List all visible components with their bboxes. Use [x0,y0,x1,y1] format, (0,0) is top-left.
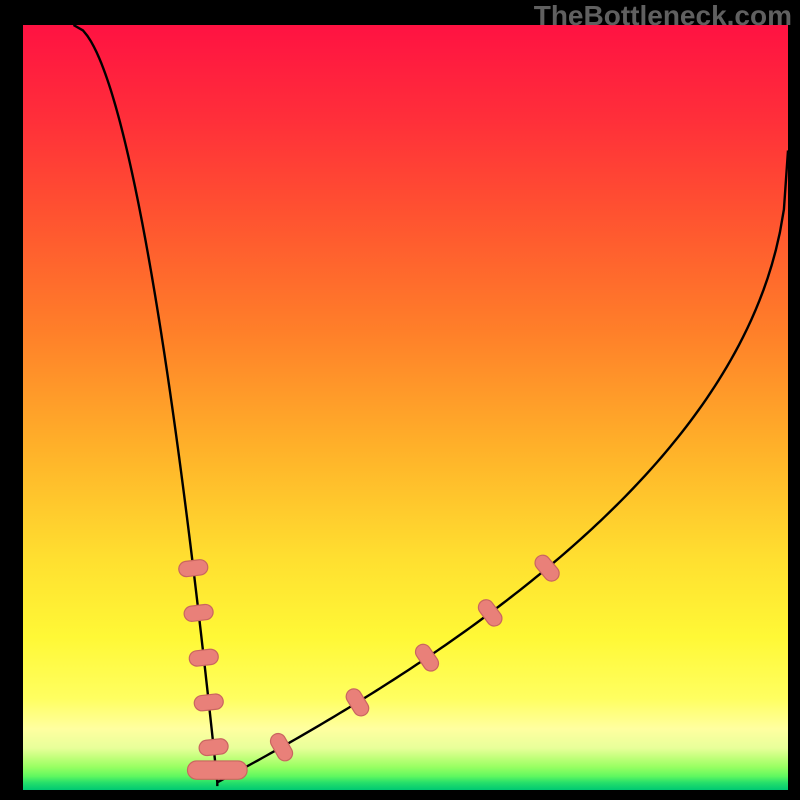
curve-marker [193,693,224,711]
bottom-marker [187,761,247,779]
curve-marker [183,604,214,623]
curve-marker [532,552,562,584]
curve-marker [178,559,209,578]
plot-area [23,25,788,790]
curve-marker [198,738,229,756]
bottleneck-curve [73,25,788,786]
chart-canvas: TheBottleneck.com [0,0,800,800]
curve-marker [413,641,442,674]
watermark-text: TheBottleneck.com [534,2,792,30]
curve-marker [188,648,219,666]
curve-marker [268,731,296,764]
curve-marker [343,686,371,719]
chart-overlay [23,25,788,790]
curve-marker [475,597,505,629]
